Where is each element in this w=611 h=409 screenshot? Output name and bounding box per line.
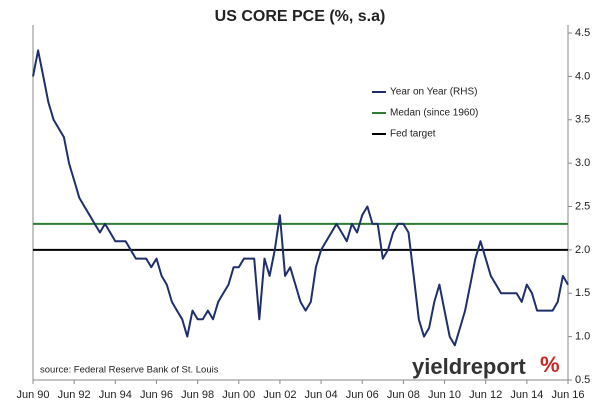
legend-label: Year on Year (RHS) (390, 87, 477, 98)
legend-label: Fed target (390, 129, 436, 140)
y2-tick-label: 1.0 (575, 331, 590, 343)
x-tick-label: Jun 06 (346, 389, 379, 401)
y2-tick-label: 0.5 (575, 374, 590, 386)
x-tick-label: Jun 14 (510, 389, 543, 401)
logo-mark: % (540, 352, 560, 377)
y2-tick-label: 3.0 (575, 157, 590, 169)
y2-tick-label: 1.5 (575, 287, 590, 299)
y2-tick-label: 4.0 (575, 70, 590, 82)
x-tick-label: Jun 98 (181, 389, 214, 401)
y2-tick-label: 3.5 (575, 114, 590, 126)
x-tick-label: Jun 96 (140, 389, 173, 401)
x-tick-label: Jun 12 (469, 389, 502, 401)
source-note: source: Federal Reserve Bank of St. Loui… (40, 365, 219, 376)
chart-title: US CORE PCE (%, s.a) (215, 8, 386, 25)
y2-tick-label: 4.5 (575, 27, 590, 39)
x-tick-label: Jun 08 (387, 389, 420, 401)
x-tick-label: Jun 94 (99, 389, 132, 401)
logo: yieldreport (412, 354, 526, 379)
x-tick-label: Jun 90 (16, 389, 49, 401)
x-tick-label: Jun 02 (263, 389, 296, 401)
x-tick-label: Jun 16 (551, 389, 584, 401)
x-tick-label: Jun 10 (428, 389, 461, 401)
legend-label: Medan (since 1960) (390, 108, 478, 119)
y2-tick-label: 2.5 (575, 200, 590, 212)
y2-tick-label: 2.0 (575, 244, 590, 256)
x-tick-label: Jun 00 (222, 389, 255, 401)
x-tick-label: Jun 04 (305, 389, 338, 401)
x-tick-label: Jun 92 (58, 389, 91, 401)
data-line (32, 49, 569, 347)
